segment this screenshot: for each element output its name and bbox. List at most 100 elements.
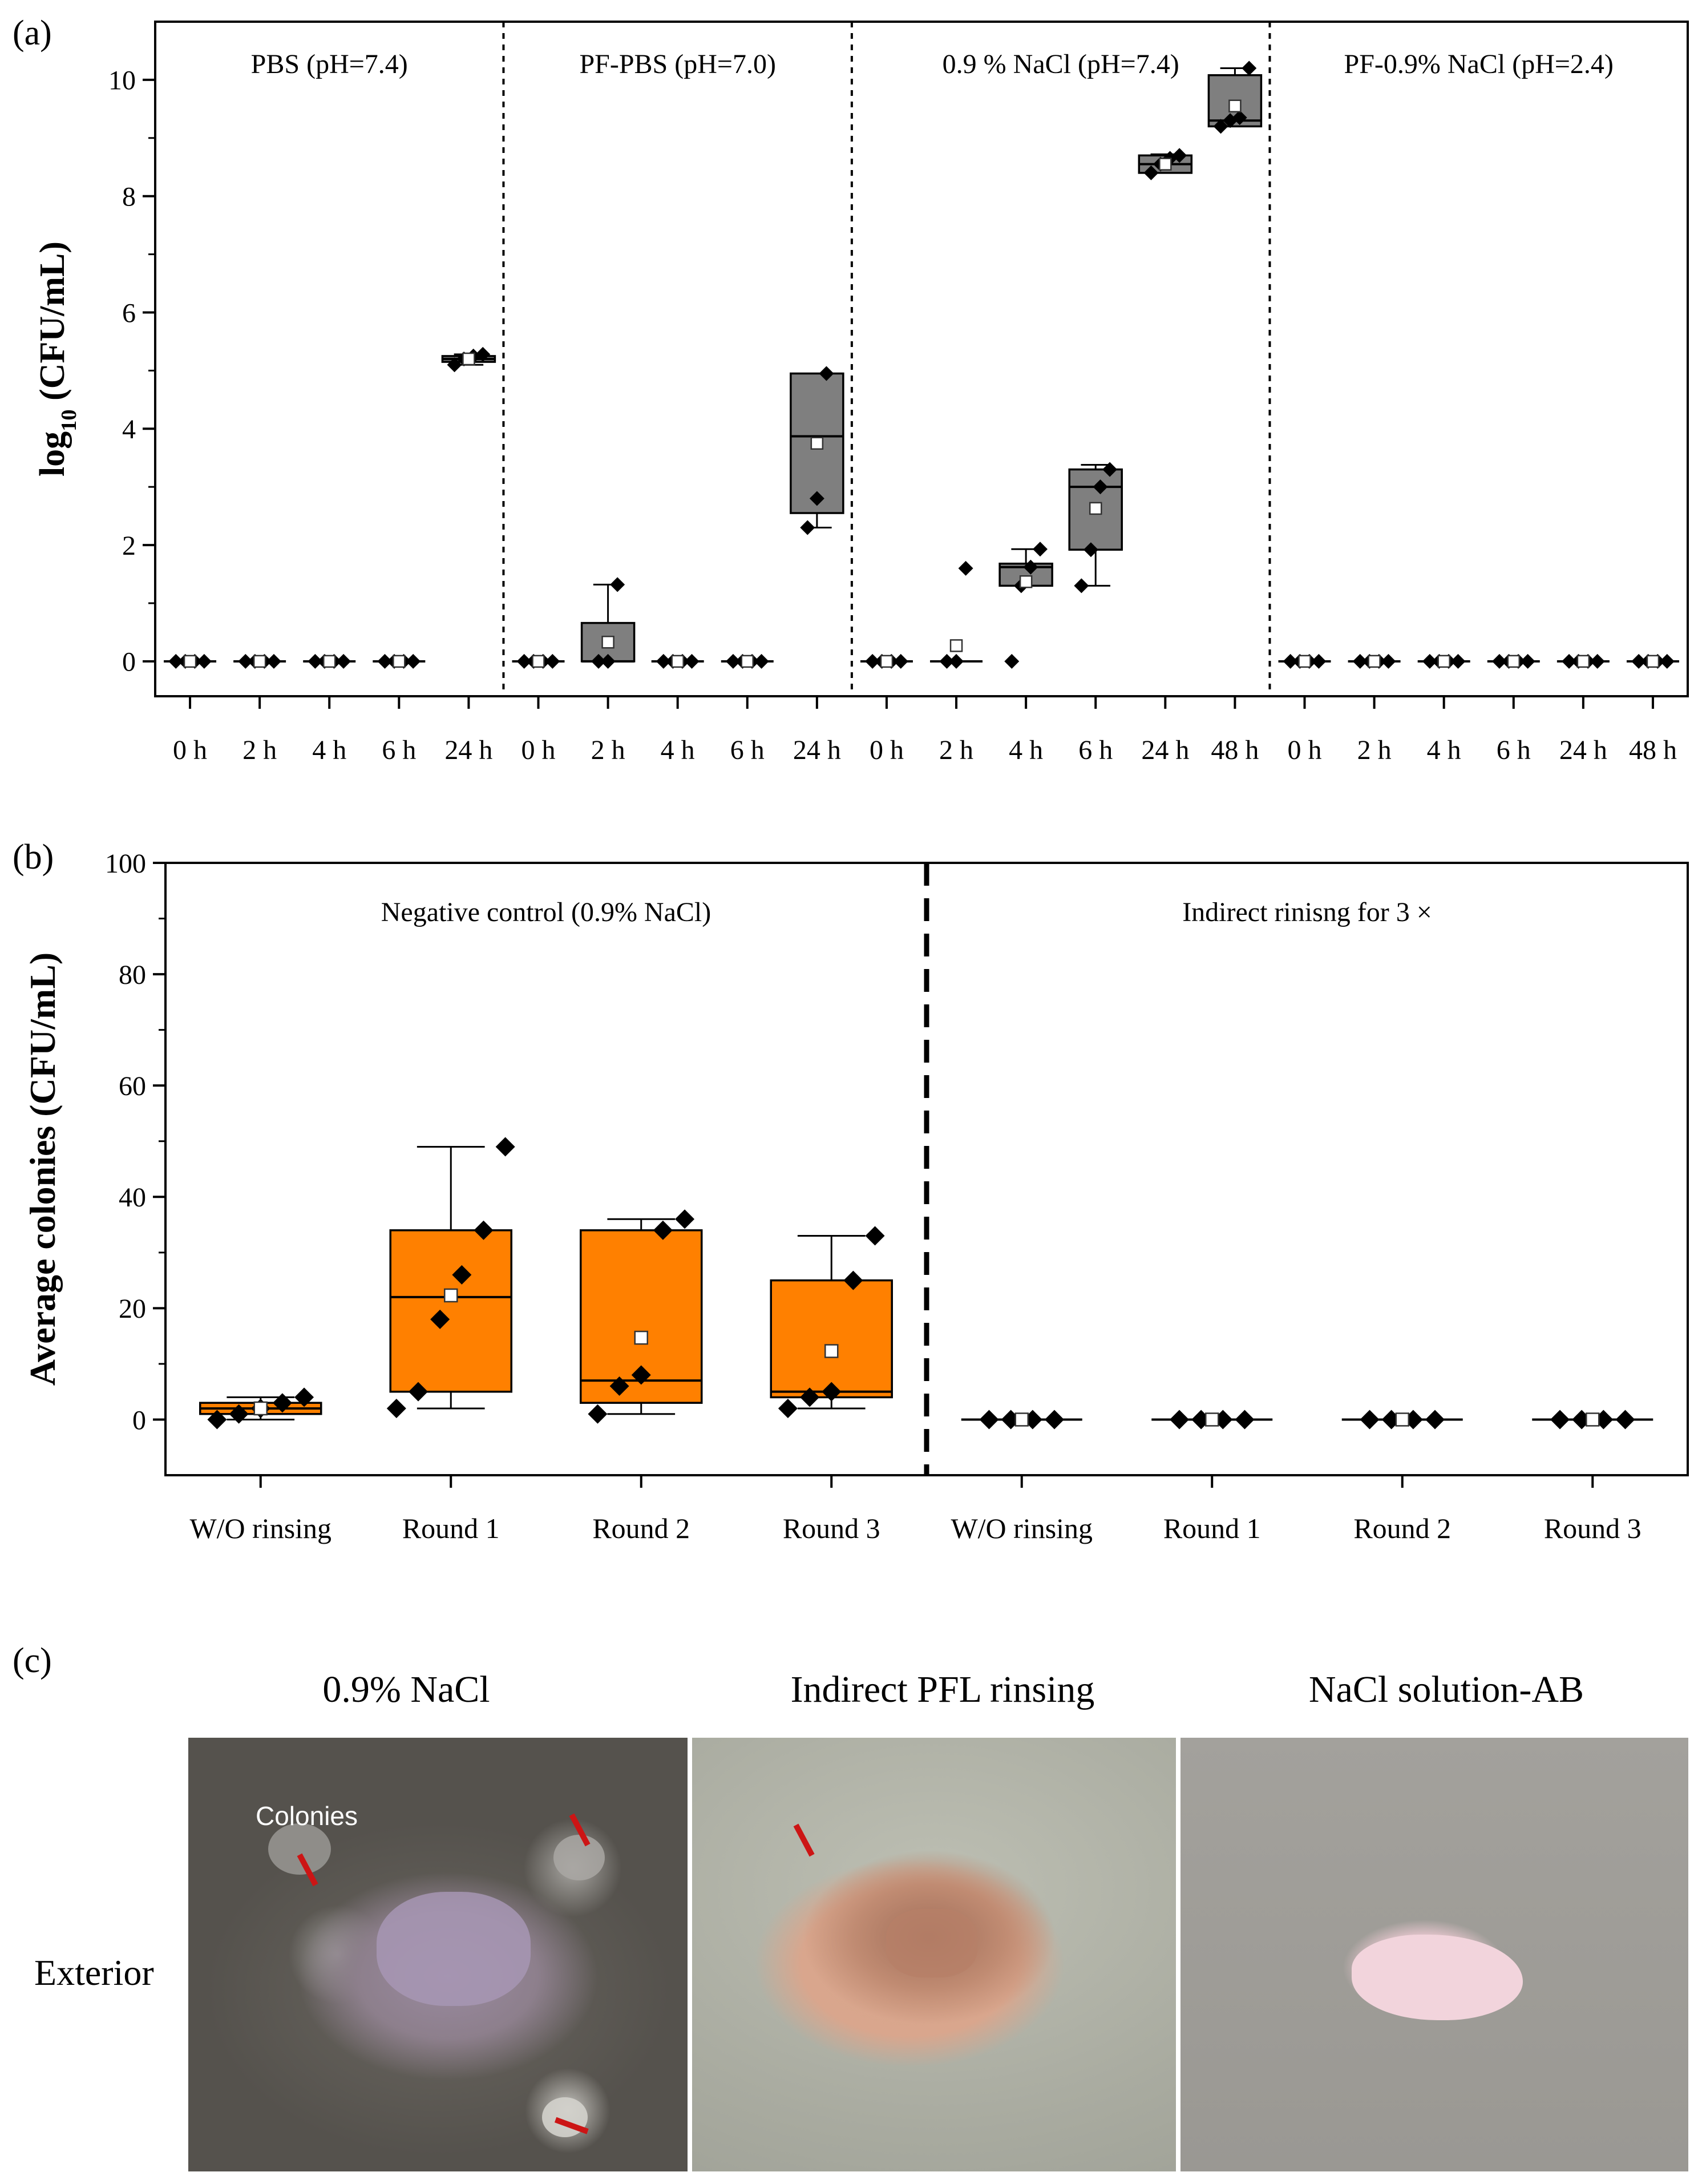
data-point	[1213, 119, 1228, 134]
data-point	[939, 653, 955, 669]
x-tick-label: Round 3	[783, 1512, 880, 1544]
tissue-sample	[886, 1909, 977, 1977]
photo-title-ab: NaCl solution-AB	[1309, 1669, 1584, 1710]
data-point	[822, 1382, 842, 1402]
data-point	[591, 653, 607, 669]
y-tick-label: 20	[119, 1294, 146, 1324]
x-tick-label: 4 h	[1427, 735, 1461, 765]
y-tick-label: 100	[105, 849, 146, 879]
mean-marker	[949, 639, 963, 652]
x-tick-label: 2 h	[242, 735, 277, 765]
mean-marker	[393, 655, 406, 668]
x-tick-label: Round 1	[1163, 1512, 1261, 1544]
x-tick-label: 2 h	[1357, 735, 1392, 765]
x-tick-label: Round 1	[402, 1512, 500, 1544]
data-point	[684, 653, 700, 669]
mean-marker	[1159, 158, 1172, 171]
x-tick-label: 6 h	[382, 735, 416, 765]
data-point	[207, 1410, 227, 1430]
data-point	[1004, 653, 1020, 669]
x-tick-label: Round 2	[592, 1512, 690, 1544]
data-point	[1659, 653, 1675, 669]
mean-marker	[880, 655, 894, 668]
photo-nacl-ab	[1180, 1738, 1688, 2171]
mean-marker	[322, 655, 336, 668]
data-point	[474, 1220, 494, 1240]
colony-blob	[268, 1823, 331, 1875]
y-axis-label-main: log	[33, 431, 72, 477]
data-point	[1520, 653, 1535, 669]
data-point	[800, 520, 815, 535]
colonies-label: Colonies	[256, 1801, 358, 1831]
photo-nacl: Colonies	[188, 1738, 688, 2171]
data-point	[588, 1404, 608, 1424]
data-point	[475, 346, 491, 362]
x-tick-label: 4 h	[1009, 735, 1043, 765]
data-point	[1170, 1410, 1190, 1430]
group-title: Indirect rinisng for 3 ×	[1182, 897, 1432, 927]
x-tick-label: 24 h	[1559, 735, 1607, 765]
data-point	[778, 1398, 798, 1418]
tissue-sample	[377, 1892, 531, 2006]
y-tick-label: 80	[119, 960, 146, 990]
data-point	[653, 1220, 673, 1240]
data-point	[1242, 60, 1257, 76]
y-axis-label: Average colonies (CFU/mL)	[22, 952, 63, 1386]
red-arrow-icon	[793, 1823, 815, 1857]
data-point	[168, 653, 184, 669]
data-point	[516, 653, 532, 669]
data-point	[1550, 1410, 1570, 1430]
data-point	[609, 1376, 629, 1396]
x-tick-label: 4 h	[312, 735, 346, 765]
mean-marker	[1205, 1412, 1219, 1427]
data-point	[1425, 1410, 1445, 1430]
y-tick-label: 6	[122, 298, 136, 328]
x-tick-label: W/O rinsing	[951, 1512, 1093, 1544]
panel-label-c: (c)	[13, 1641, 52, 1680]
data-point	[958, 560, 973, 576]
mean-marker	[1437, 655, 1450, 668]
x-tick-label: 24 h	[793, 735, 841, 765]
x-tick-label: 0 h	[521, 735, 556, 765]
photo-pfl-rinsing	[692, 1738, 1176, 2171]
data-point	[893, 653, 908, 669]
x-tick-label: 0 h	[1288, 735, 1322, 765]
data-point	[600, 653, 616, 669]
data-point	[1590, 653, 1605, 669]
y-tick-label: 60	[119, 1071, 146, 1101]
data-point	[406, 653, 421, 669]
data-point	[196, 653, 212, 669]
x-tick-label: Round 3	[1544, 1512, 1642, 1544]
x-tick-label: 4 h	[661, 735, 695, 765]
box	[389, 1229, 512, 1393]
data-point	[819, 366, 834, 381]
mean-marker	[1395, 1412, 1409, 1427]
data-point	[386, 1398, 406, 1418]
data-point	[631, 1365, 651, 1385]
group-title: PBS (pH=7.4)	[251, 49, 408, 79]
data-point	[865, 653, 880, 669]
x-tick-label: 6 h	[1497, 735, 1531, 765]
data-point	[430, 1309, 450, 1329]
data-point	[1352, 653, 1368, 669]
data-point	[675, 1209, 695, 1229]
group-title: PF-0.9% NaCl (pH=2.4)	[1344, 49, 1614, 79]
panel-label-b: (b)	[13, 838, 54, 877]
y-tick-label: 0	[122, 647, 136, 677]
data-point	[1083, 542, 1098, 558]
panel-label-a: (a)	[13, 14, 52, 53]
y-tick-label: 10	[108, 66, 136, 96]
mean-marker	[671, 655, 684, 668]
mean-marker	[183, 655, 197, 668]
x-tick-label: 0 h	[173, 735, 207, 765]
mean-marker	[634, 1330, 648, 1345]
data-point	[1631, 653, 1647, 669]
group-title: PF-PBS (pH=7.0)	[579, 49, 775, 79]
y-axis-label-sub: 10	[57, 409, 81, 431]
mean-marker	[253, 655, 266, 668]
data-point	[1381, 653, 1396, 669]
data-point	[409, 1382, 428, 1402]
data-point	[1422, 653, 1437, 669]
data-point	[308, 653, 323, 669]
y-tick-label: 40	[119, 1182, 146, 1213]
